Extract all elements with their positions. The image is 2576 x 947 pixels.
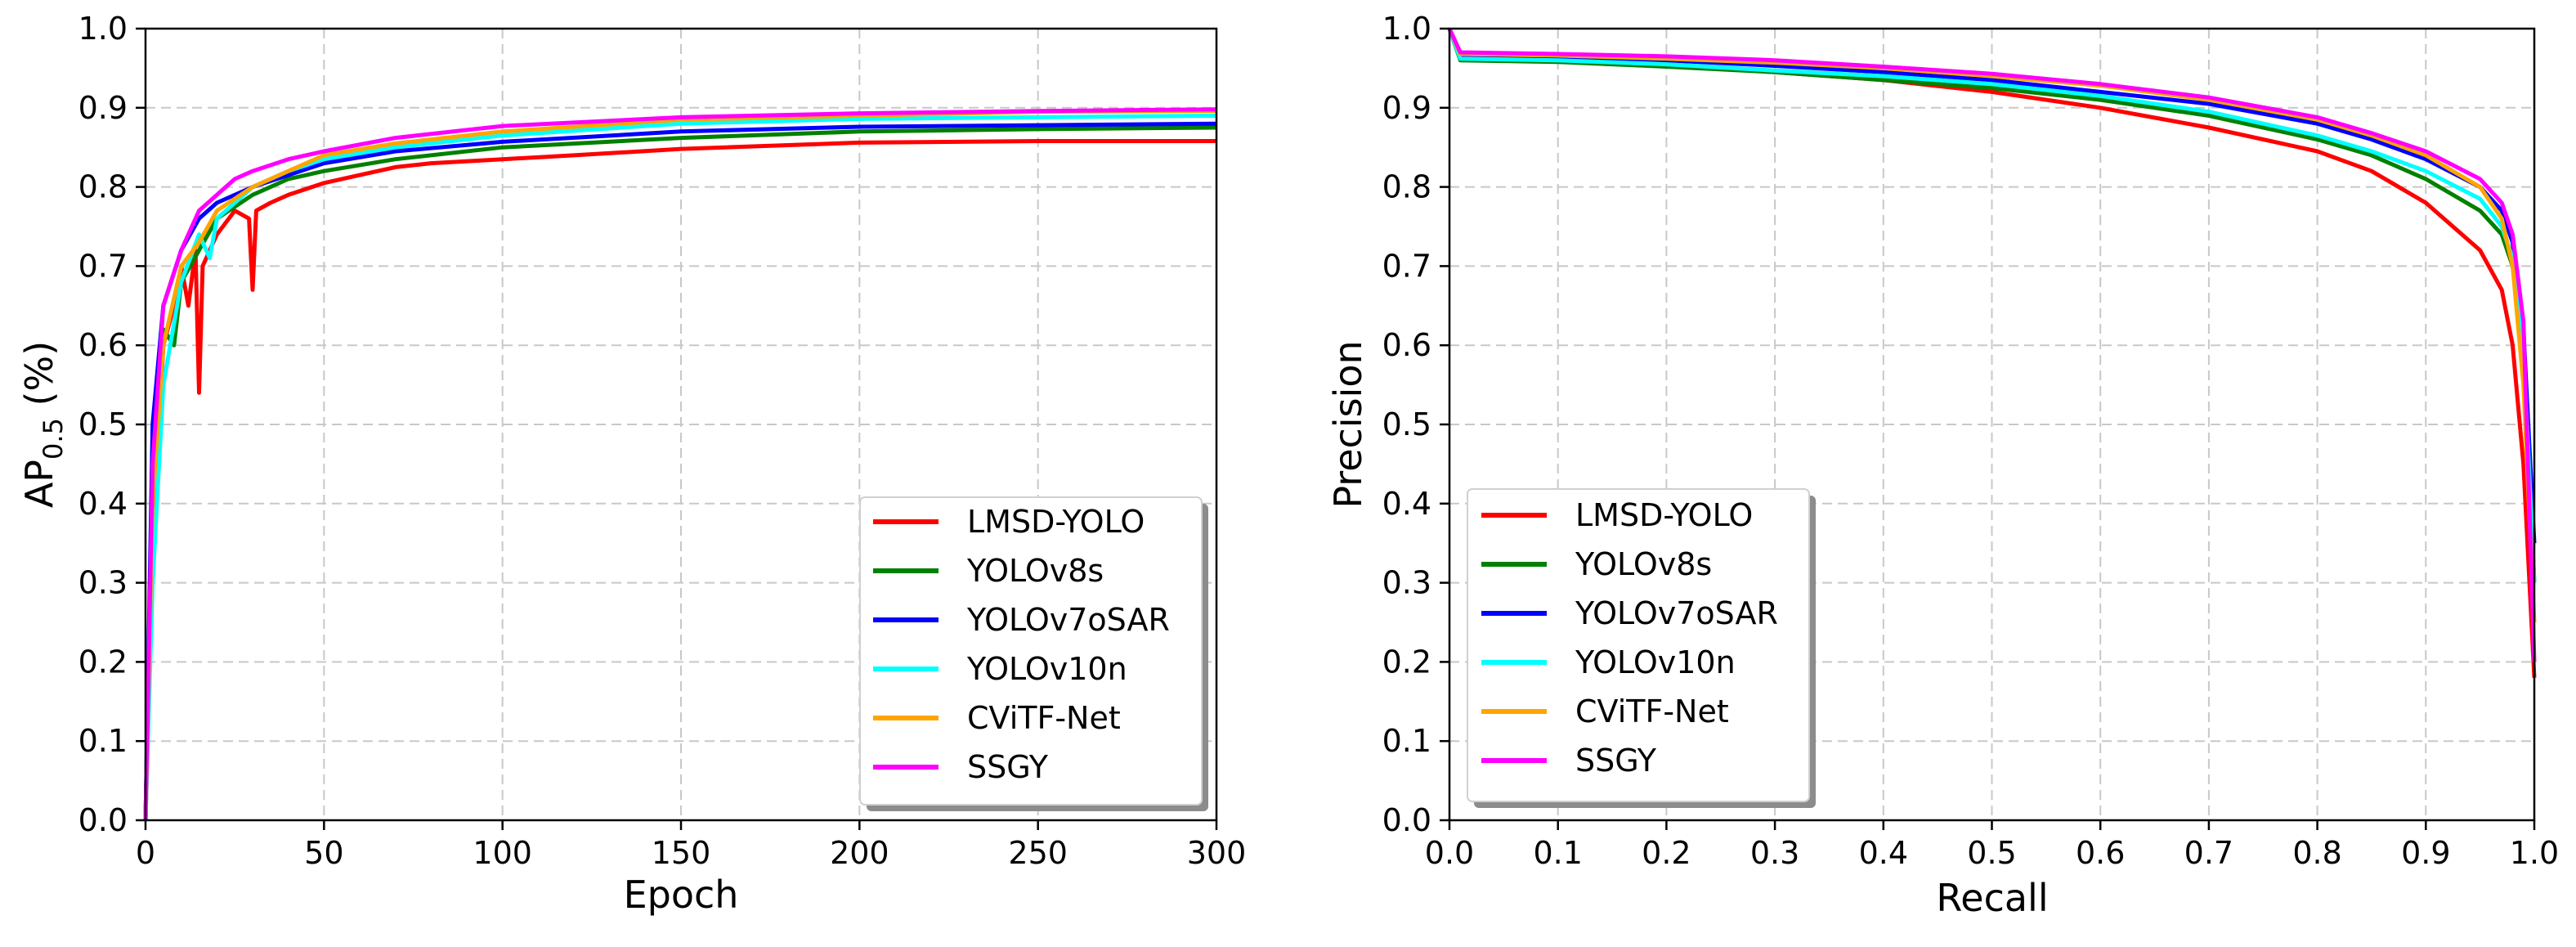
ap-chart-legend-label: YOLOv8s	[966, 553, 1104, 589]
ap-chart-xtick-label: 250	[1008, 835, 1068, 871]
pr-chart-ylabel: Precision	[1326, 340, 1370, 508]
pr-chart-legend: LMSD-YOLO YOLOv8s YOLOv7oSAR YOLOv10n CViTF-…	[1467, 488, 1816, 808]
ap-chart-series-line-yolov8s	[143, 125, 1217, 821]
ap-chart-xlabel: Epoch	[624, 873, 739, 917]
ap-chart-xtick-label: 0	[136, 835, 155, 871]
pr-chart-legend-label: YOLOv10n	[1575, 644, 1736, 680]
pr-chart-xtick-label: 0.0	[1425, 835, 1474, 871]
pr-chart-ytick-label: 0.7	[1382, 248, 1431, 284]
pr-chart: 0.0 0.1 0.2 0.3 0.4 0.5 0.6 0.7 0.8 0.9 1.0 0.0 0.1 0…	[1326, 11, 2559, 920]
pr-chart-xtick-label: 0.3	[1750, 835, 1799, 871]
ap-chart-legend-label: YOLOv10n	[966, 651, 1127, 687]
ap-chart: 0 50 100 150 200 250 300 0.0 0.1 0.2 0.3 0.4 0.5 0.6 0…	[17, 11, 1246, 917]
ap-chart-ytick-label: 0.9	[78, 90, 128, 126]
pr-chart-ytick-label: 0.1	[1382, 723, 1431, 759]
pr-chart-xtick-label: 0.2	[1642, 835, 1691, 871]
pr-chart-legend-label: YOLOv8s	[1575, 546, 1712, 582]
pr-chart-series-line-cvitf-net	[1447, 28, 2537, 623]
pr-chart-xtick-label: 1.0	[2510, 835, 2559, 871]
ap-chart-series-lines	[143, 107, 1217, 821]
ap-chart-xtick-label: 300	[1187, 835, 1247, 871]
ap-chart-ytick-label: 0.4	[78, 486, 128, 522]
pr-chart-series-lines	[1447, 27, 2537, 678]
pr-chart-xtick-label: 0.1	[1533, 835, 1582, 871]
ap-chart-ylabel-suffix: (%)	[17, 341, 61, 418]
pr-chart-xtick-label: 0.6	[2076, 835, 2125, 871]
ap-chart-legend-box	[859, 496, 1203, 806]
ap-chart-xtick-label: 150	[652, 835, 711, 871]
ap-chart-ytick-label: 0.7	[78, 248, 128, 284]
pr-chart-ytick-label: 1.0	[1382, 11, 1431, 47]
pr-chart-xlabel: Recall	[1936, 876, 2048, 920]
ap-chart-ytick-label: 0.1	[78, 723, 128, 759]
pr-chart-xtick-label: 0.7	[2184, 835, 2233, 871]
pr-chart-xtick-label: 0.5	[1967, 835, 2016, 871]
pr-chart-ytick-label: 0.4	[1382, 486, 1431, 522]
ap-chart-ytick-label: 0.3	[78, 565, 128, 601]
ap-chart-legend-label: CViTF-Net	[967, 700, 1121, 736]
pr-chart-ytick-label: 0.3	[1382, 565, 1431, 601]
pr-chart-ytick-label: 0.8	[1382, 169, 1431, 205]
ap-chart-ylabel: AP0.5 (%)	[17, 341, 69, 508]
pr-chart-ytick-label: 0.6	[1382, 327, 1431, 363]
ap-chart-xtick-label: 50	[304, 835, 343, 871]
ap-chart-legend: LMSD-YOLO YOLOv8s YOLOv7oSAR YOLOv10n CViTF-…	[859, 496, 1208, 811]
pr-chart-ytick-label: 0.5	[1382, 406, 1431, 442]
ap-chart-ytick-label: 0.5	[78, 406, 128, 442]
ap-chart-ytick-label: 0.8	[78, 169, 128, 205]
pr-chart-legend-label: LMSD-YOLO	[1575, 497, 1753, 533]
pr-chart-ytick-label: 0.2	[1382, 644, 1431, 680]
pr-chart-ticks: 0.0 0.1 0.2 0.3 0.4 0.5 0.6 0.7 0.8 0.9 1.0 0.0 0.1 0…	[1382, 11, 2560, 871]
pr-chart-ytick-label: 0.9	[1382, 90, 1431, 126]
ap-chart-ticks: 0 50 100 150 200 250 300 0.0 0.1 0.2 0.3 0.4 0.5 0.6 0…	[78, 11, 1247, 871]
pr-chart-xtick-label: 0.9	[2401, 835, 2450, 871]
ap-chart-ytick-label: 1.0	[78, 11, 128, 47]
pr-chart-legend-label: CViTF-Net	[1575, 693, 1729, 729]
pr-chart-legend-label: SSGY	[1575, 743, 1657, 779]
pr-chart-legend-label: YOLOv7oSAR	[1575, 595, 1778, 631]
ap-chart-legend-label: SSGY	[967, 749, 1049, 785]
pr-chart-series-line-yolov8s	[1447, 28, 2537, 583]
ap-chart-series-line-ssgy	[143, 107, 1217, 821]
ap-chart-ytick-label: 0.6	[78, 327, 128, 363]
pr-chart-series-line-ssgy	[1447, 27, 2537, 662]
ap-chart-legend-label: LMSD-YOLO	[967, 504, 1145, 540]
ap-chart-series-line-cvitf-net	[143, 109, 1217, 821]
ap-chart-xtick-label: 100	[473, 835, 532, 871]
ap-chart-ytick-label: 0.2	[78, 644, 128, 680]
ap-chart-xtick-label: 200	[830, 835, 889, 871]
pr-chart-xtick-label: 0.4	[1859, 835, 1908, 871]
pr-chart-ytick-label: 0.0	[1382, 802, 1431, 838]
pr-chart-legend-box	[1467, 488, 1810, 802]
ap-chart-legend-label: YOLOv7oSAR	[966, 602, 1170, 638]
ap-chart-ylabel-main: AP	[17, 460, 61, 508]
ap-chart-series-line-lmsd-yolo	[143, 139, 1216, 821]
ap-chart-ylabel-subscript: 0.5	[38, 418, 69, 460]
pr-chart-xtick-label: 0.8	[2292, 835, 2341, 871]
ap-chart-ytick-label: 0.0	[78, 802, 128, 838]
